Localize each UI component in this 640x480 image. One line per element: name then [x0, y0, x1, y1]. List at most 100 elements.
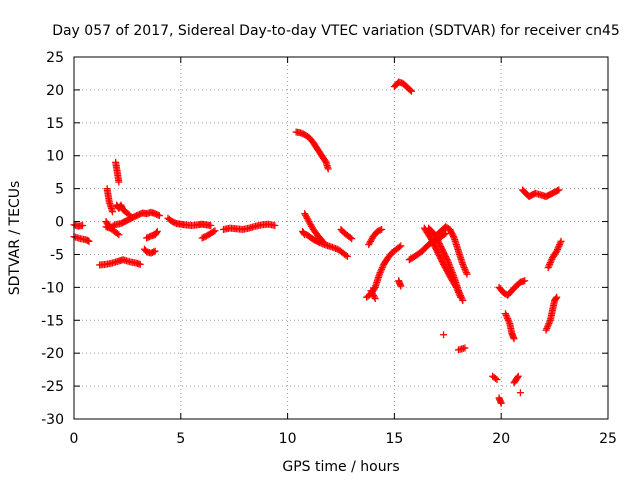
x-tick-label: 5	[176, 431, 185, 447]
data-point	[460, 264, 468, 272]
data-point	[406, 86, 414, 94]
data-point	[271, 221, 279, 229]
data-point	[154, 211, 162, 219]
data-point	[124, 210, 132, 218]
data-point	[462, 267, 470, 275]
data-point	[150, 248, 158, 256]
data-point	[516, 389, 524, 397]
data-point	[502, 311, 510, 319]
y-tick-label: -30	[41, 412, 64, 428]
data-point	[544, 321, 552, 329]
data-point	[115, 231, 123, 239]
data-point	[108, 208, 116, 216]
data-point	[371, 295, 379, 303]
x-tick-label: 10	[279, 431, 297, 447]
data-point	[207, 221, 215, 229]
data-point	[328, 243, 336, 251]
data-point	[332, 245, 340, 253]
data-point	[501, 310, 509, 318]
data-point	[452, 283, 460, 291]
data-marks	[70, 78, 565, 407]
grid	[74, 57, 608, 419]
data-point	[376, 226, 384, 234]
y-tick-label: -10	[41, 280, 64, 296]
data-point	[378, 265, 386, 273]
data-point	[510, 335, 518, 343]
data-point	[462, 269, 470, 277]
data-point	[454, 287, 462, 295]
data-point	[514, 372, 522, 380]
data-point	[553, 247, 561, 255]
data-point	[543, 323, 551, 331]
data-point	[370, 293, 378, 301]
data-point	[544, 264, 552, 272]
data-point	[153, 229, 161, 237]
data-point	[461, 344, 469, 352]
y-tick-label: -25	[41, 379, 64, 395]
data-point	[117, 201, 125, 209]
data-point	[440, 331, 448, 339]
data-point	[553, 246, 561, 254]
data-point	[375, 270, 383, 278]
data-point	[151, 247, 159, 255]
data-point	[555, 242, 563, 250]
y-tick-label: 15	[46, 116, 64, 132]
data-point	[79, 221, 87, 229]
data-point	[545, 320, 553, 328]
y-tick-label: 25	[46, 50, 64, 66]
y-tick-label: -15	[41, 313, 64, 329]
chart-title: Day 057 of 2017, Sidereal Day-to-day VTE…	[52, 23, 620, 39]
data-point	[504, 315, 512, 323]
data-point	[545, 262, 553, 270]
data-point	[324, 165, 332, 173]
data-point	[521, 277, 529, 285]
data-point	[453, 285, 461, 293]
data-point	[395, 243, 403, 251]
data-point	[452, 282, 460, 290]
data-point	[556, 239, 564, 247]
data-point	[456, 292, 464, 300]
data-point	[155, 212, 163, 220]
data-point	[317, 239, 325, 247]
data-point	[115, 178, 123, 186]
data-point	[455, 290, 463, 298]
data-point	[342, 251, 350, 259]
data-point	[504, 316, 512, 324]
data-point	[543, 325, 551, 332]
data-point	[493, 376, 501, 384]
data-point	[553, 293, 561, 301]
y-tick-label: 10	[46, 149, 64, 165]
x-tick-label: 0	[70, 431, 79, 447]
data-point	[552, 294, 560, 302]
x-axis-label: GPS time / hours	[282, 459, 399, 475]
y-axis-label: SDTVAR / TECUs	[7, 181, 23, 296]
data-point	[547, 257, 555, 265]
data-point	[503, 313, 511, 321]
data-point	[376, 269, 384, 277]
data-point	[505, 318, 513, 326]
y-tick-label: 0	[55, 215, 64, 231]
y-tick-label: -20	[41, 346, 64, 362]
data-point	[330, 244, 338, 252]
data-point	[555, 186, 563, 194]
data-point	[557, 237, 565, 245]
data-point	[126, 211, 134, 219]
axis-ticks: 0 5 10 15 20 25 -30 -25 -20 -15 -10 -5 0 5 10 15 20 25	[41, 50, 617, 447]
y-tick-label: -5	[50, 247, 64, 263]
data-point	[546, 259, 554, 267]
x-tick-label: 20	[492, 431, 510, 447]
data-point	[211, 227, 219, 235]
data-point	[301, 231, 309, 239]
data-point	[377, 267, 385, 275]
data-point	[316, 239, 324, 247]
data-point	[348, 235, 356, 243]
data-point	[397, 242, 405, 250]
data-point	[556, 241, 564, 249]
data-point	[463, 270, 471, 278]
data-point	[554, 244, 562, 252]
data-point	[300, 230, 308, 238]
x-tick-label: 15	[385, 431, 403, 447]
data-point	[454, 288, 462, 296]
data-point	[346, 234, 354, 242]
data-point	[319, 240, 327, 248]
